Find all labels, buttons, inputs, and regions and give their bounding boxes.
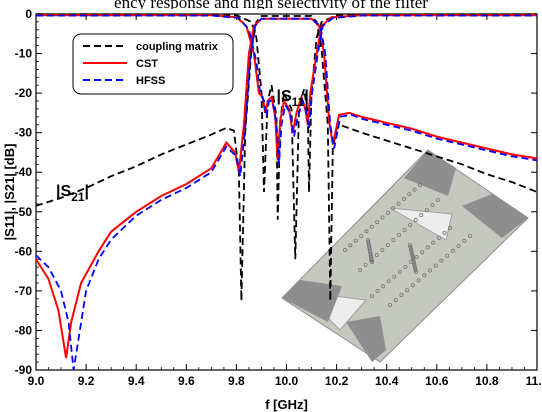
caption-fragment: ency response and high selectivity of th… [0,0,542,9]
legend-label: HFSS [136,75,165,87]
filter-layout-image [281,149,529,363]
x-tick-label: 10.2 [325,374,349,388]
series-cst-s21 [35,17,538,359]
x-axis-label: f [GHz] [265,397,308,412]
legend-box [72,33,234,95]
annotation-label: |S11| [276,88,308,109]
x-tick-label: 10.4 [375,374,399,388]
y-tick-label: -30 [15,126,33,140]
x-tick-label: 9.2 [78,374,95,388]
y-tick-label: -90 [15,363,33,377]
annotation-label: |S21| [56,183,89,204]
series-coupling-matrix-s21 [35,15,538,301]
legend: coupling matrix CST HFSS [72,33,234,95]
y-tick-label: -80 [15,323,33,337]
y-axis-label: |S11|, |S21| [dB] [2,144,17,241]
y-tick-label: -50 [15,205,33,219]
x-tick-label: 10.0 [275,374,299,388]
y-tick-label: -70 [15,284,33,298]
x-tick-label: 10.6 [425,374,449,388]
annotations: |S11| |S21| [56,88,309,204]
axis-labels: f [GHz] |S11|, |S21| [dB] [2,144,308,412]
y-tick-label: -40 [15,165,33,179]
y-tick-label: 0 [25,7,32,21]
y-tick-label: -10 [15,47,33,61]
y-tick-label: -60 [15,244,33,258]
series-layer [35,13,538,371]
legend-label: coupling matrix [136,41,219,53]
x-tick-label: 9.0 [28,374,45,388]
x-tick-label: 9.4 [128,374,145,388]
axis-ticks: 9.0 9.2 9.4 9.6 9.8 10.0 10.2 10.4 10.6 10.8 11.0 0… [15,7,542,388]
x-tick-label: 10.8 [475,374,499,388]
series-coupling-matrix-s11 [35,13,538,260]
x-tick-label: 9.8 [228,374,245,388]
legend-label: CST [136,58,158,70]
series-hfss-s21 [35,17,538,371]
series-cst-s11 [36,14,537,161]
series-hfss-s11 [36,14,537,165]
x-tick-label: 9.6 [178,374,195,388]
x-tick-label: 11.0 [526,374,542,388]
y-tick-label: -20 [15,86,33,100]
